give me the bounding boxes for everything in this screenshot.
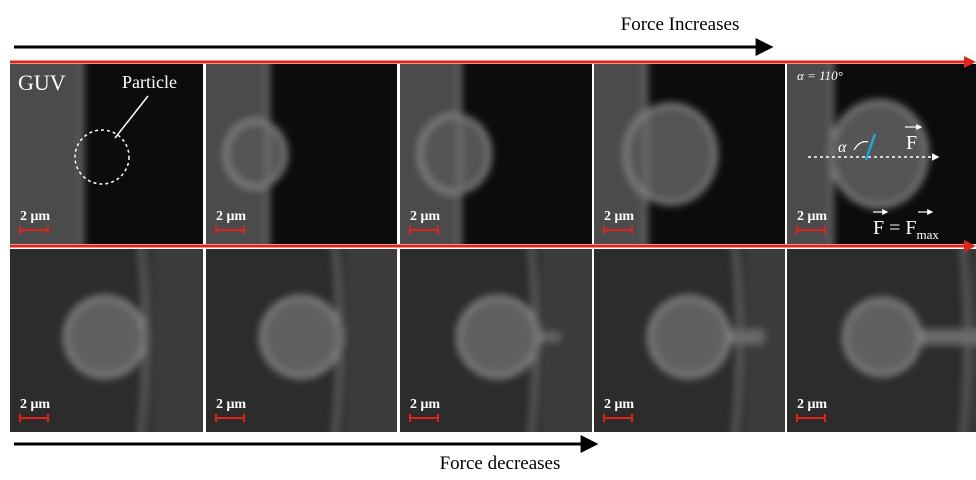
guv-label: GUV: [18, 70, 66, 95]
bead: [458, 297, 538, 377]
scale-label: 2 μm: [797, 397, 827, 412]
bottom-label: Force decreases: [440, 453, 561, 474]
bud: [226, 121, 286, 187]
micrograph: 2 μm: [196, 54, 397, 254]
image: [196, 54, 397, 254]
micrograph: 2 μm: [390, 54, 592, 254]
scale-label: 2 μm: [216, 209, 246, 224]
scale-label: 2 μm: [410, 397, 440, 412]
scale-label: 2 μm: [410, 209, 440, 224]
particle-label: Particle: [122, 72, 177, 92]
scale-label: 2 μm: [604, 209, 634, 224]
top-label: Force Increases: [621, 14, 740, 35]
figure: Force Increases 2 μm2 μm2 μm2 μm2 μm2 μm…: [0, 0, 976, 475]
bead: [649, 297, 729, 377]
force-label: F: [906, 132, 917, 154]
bead: [65, 297, 145, 377]
micrograph: 2 μm: [787, 239, 976, 442]
vesicle: [777, 54, 832, 254]
panels: 2 μm 2 μm 2 μm 2 μm 2 μm 2 μm 2 μm 2 μm 2 μm 2 μm: [0, 54, 976, 442]
scale-label: 2 μm: [20, 397, 50, 412]
scale-label: 2 μm: [797, 209, 827, 224]
angle-label: α = 110°: [797, 68, 843, 83]
scale-label: 2 μm: [20, 209, 50, 224]
alpha-label: α: [838, 139, 847, 156]
bud: [420, 116, 490, 193]
micrograph: 2 μm: [584, 54, 785, 254]
bead: [844, 299, 920, 375]
bud: [626, 105, 716, 204]
force-sub: max: [917, 227, 940, 242]
scale-label: 2 μm: [216, 397, 246, 412]
bead: [261, 297, 341, 377]
force-eq: F = F: [873, 217, 917, 239]
image: [390, 54, 592, 254]
scale-label: 2 μm: [604, 397, 634, 412]
image: [584, 54, 785, 254]
